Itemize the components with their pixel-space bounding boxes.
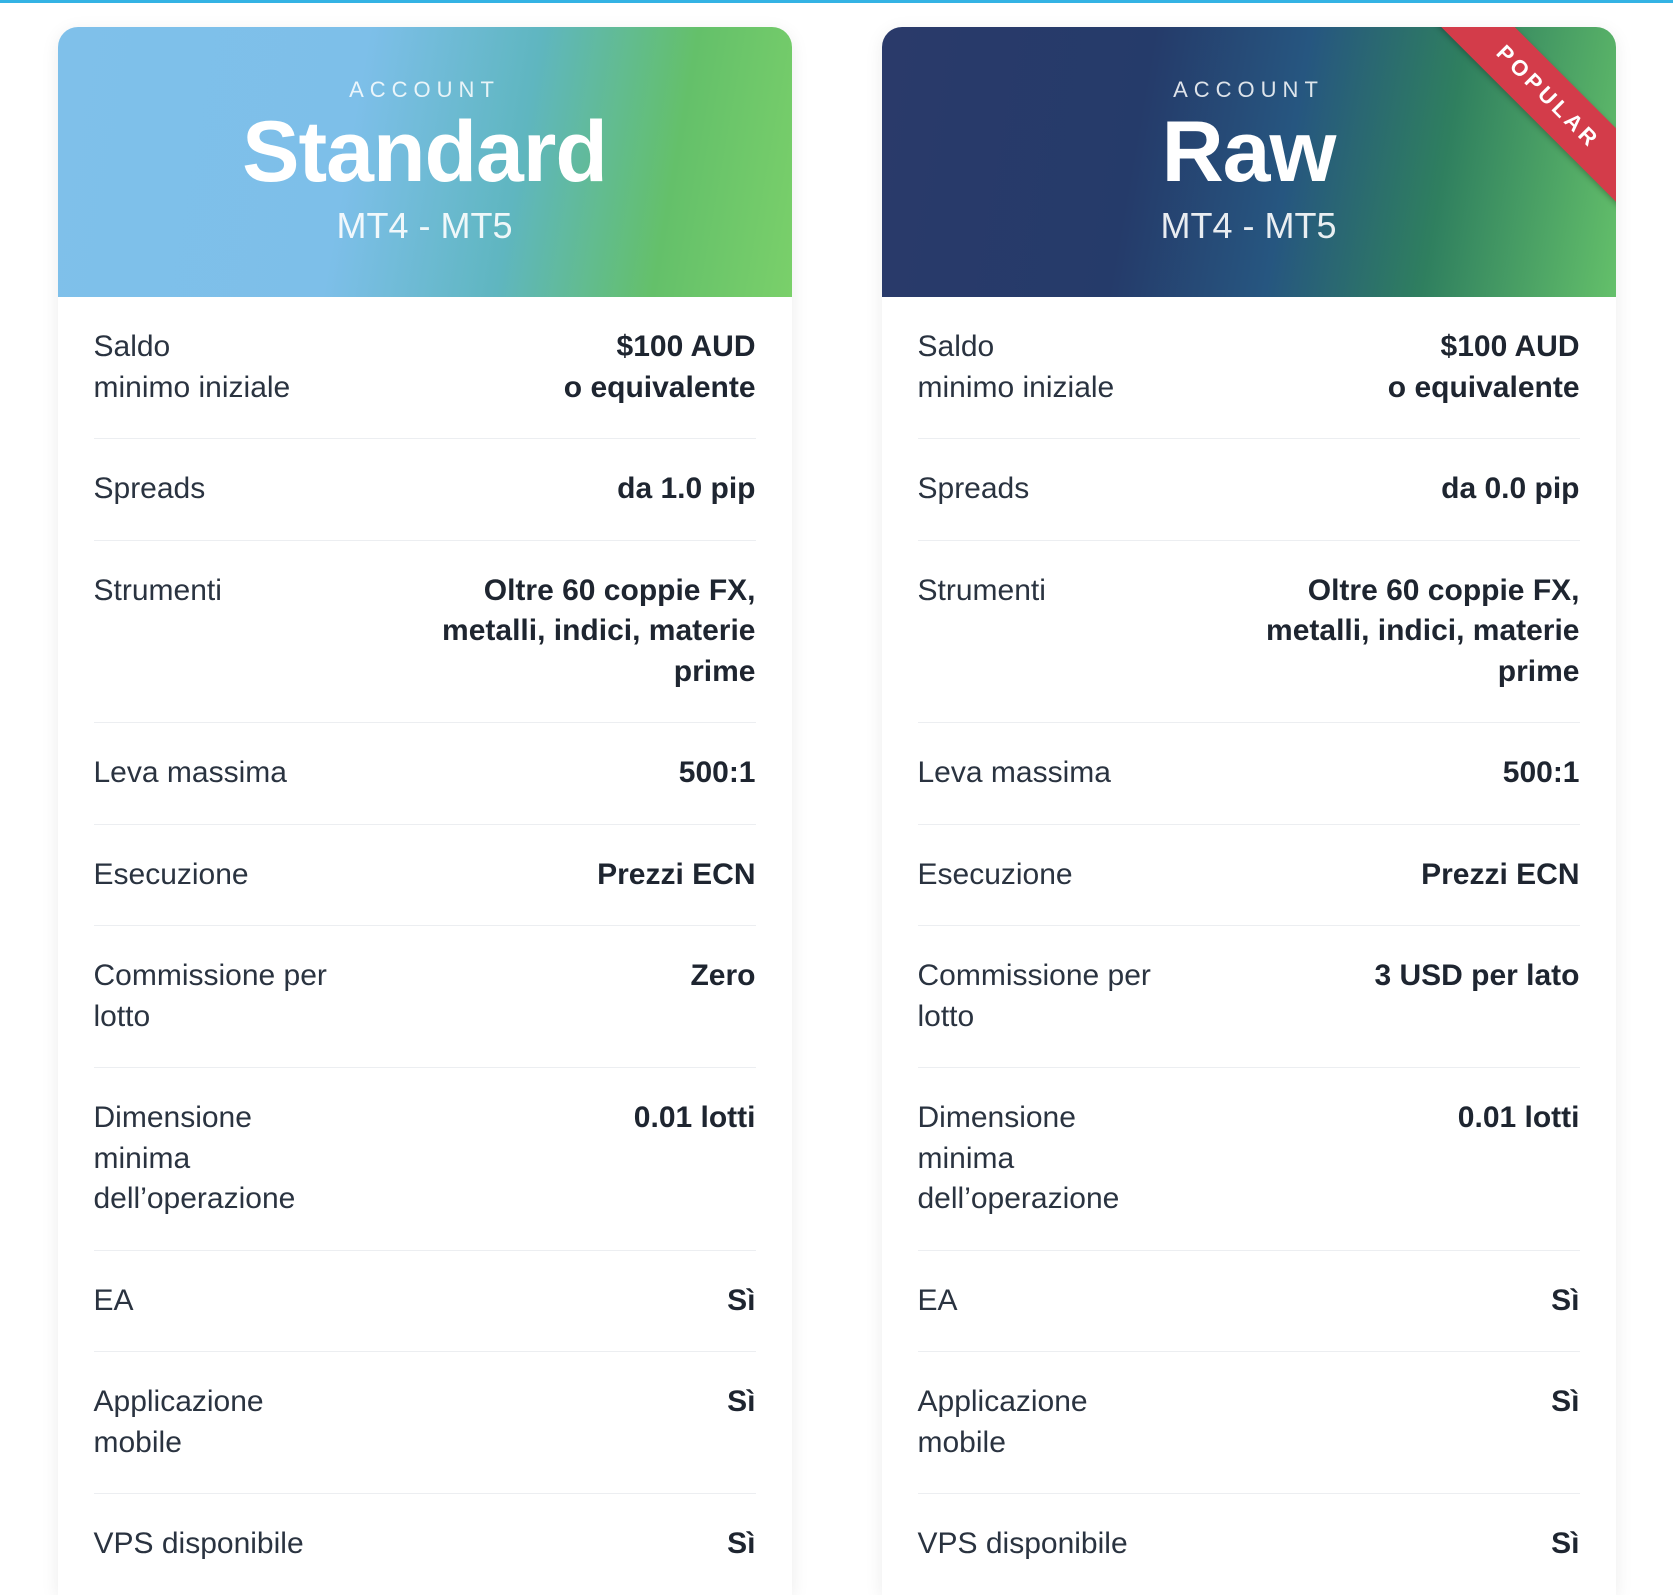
feature-row: Dimensione minima dell’operazione 0.01 l… [918,1068,1580,1251]
feature-row: EA Sì [94,1251,756,1353]
feature-value: Sì [376,1382,755,1423]
feature-value: 500:1 [376,753,755,794]
feature-row: EA Sì [918,1251,1580,1353]
feature-label: Saldominimo iniziale [94,327,347,408]
feature-label: Commissione per lotto [94,956,347,1037]
feature-value: 500:1 [1200,753,1579,794]
card-body: Saldominimo iniziale $100 AUDo equivalen… [58,297,792,1595]
feature-label: Esecuzione [94,855,347,896]
feature-label: Dimensione minima dell’operazione [94,1098,347,1220]
feature-value: 0.01 lotti [1200,1098,1579,1139]
feature-label: Esecuzione [918,855,1171,896]
header-title: Raw [1162,109,1336,195]
header-subtitle: MT4 - MT5 [1161,205,1337,247]
feature-label: Leva massima [918,753,1171,794]
feature-label: Strumenti [94,571,347,612]
feature-value: Sì [1200,1382,1579,1423]
feature-value: 3 USD per lato [1200,956,1579,997]
feature-row: Spreads da 0.0 pip [918,439,1580,541]
card-header: POPULAR ACCOUNT Raw MT4 - MT5 [882,27,1616,297]
feature-row: VPS disponibile Sì [918,1494,1580,1595]
card-body: Saldominimo iniziale $100 AUDo equivalen… [882,297,1616,1595]
feature-value: $100 AUDo equivalente [1200,327,1579,408]
feature-row: Esecuzione Prezzi ECN [94,825,756,927]
feature-value: da 1.0 pip [376,469,755,510]
feature-label: EA [94,1281,347,1322]
feature-row: Leva massima 500:1 [94,723,756,825]
feature-row: Commissione per lotto 3 USD per lato [918,926,1580,1068]
header-eyebrow: ACCOUNT [1173,77,1324,103]
feature-value: Oltre 60 coppie FX, metalli, indici, mat… [1200,571,1579,693]
feature-row: Saldominimo iniziale $100 AUDo equivalen… [918,297,1580,439]
feature-value: Sì [1200,1524,1579,1565]
pricing-card-standard: ACCOUNT Standard MT4 - MT5 Saldominimo i… [58,27,792,1595]
feature-row: Applicazione mobile Sì [918,1352,1580,1494]
feature-row: Strumenti Oltre 60 coppie FX, metalli, i… [94,541,756,724]
feature-row: Spreads da 1.0 pip [94,439,756,541]
card-header: ACCOUNT Standard MT4 - MT5 [58,27,792,297]
feature-label: Spreads [918,469,1171,510]
feature-value: Sì [1200,1281,1579,1322]
feature-value: Prezzi ECN [376,855,755,896]
feature-label: VPS disponibile [94,1524,347,1565]
header-eyebrow: ACCOUNT [349,77,500,103]
feature-label: Spreads [94,469,347,510]
feature-label: EA [918,1281,1171,1322]
feature-label: Strumenti [918,571,1171,612]
header-subtitle: MT4 - MT5 [337,205,513,247]
feature-row: Dimensione minima dell’operazione 0.01 l… [94,1068,756,1251]
feature-row: Saldominimo iniziale $100 AUDo equivalen… [94,297,756,439]
feature-row: Strumenti Oltre 60 coppie FX, metalli, i… [918,541,1580,724]
feature-value: 0.01 lotti [376,1098,755,1139]
feature-value: Oltre 60 coppie FX, metalli, indici, mat… [376,571,755,693]
feature-row: VPS disponibile Sì [94,1494,756,1595]
feature-value: Zero [376,956,755,997]
feature-label: Applicazione mobile [918,1382,1171,1463]
feature-row: Commissione per lotto Zero [94,926,756,1068]
feature-value: Sì [376,1524,755,1565]
feature-label: Applicazione mobile [94,1382,347,1463]
feature-value: da 0.0 pip [1200,469,1579,510]
feature-value: Prezzi ECN [1200,855,1579,896]
feature-row: Applicazione mobile Sì [94,1352,756,1494]
feature-label: Leva massima [94,753,347,794]
header-title: Standard [242,109,607,195]
feature-value: $100 AUDo equivalente [376,327,755,408]
feature-row: Leva massima 500:1 [918,723,1580,825]
feature-value: Sì [376,1281,755,1322]
feature-label: Dimensione minima dell’operazione [918,1098,1171,1220]
pricing-card-raw: POPULAR ACCOUNT Raw MT4 - MT5 Saldominim… [882,27,1616,1595]
feature-label: Commissione per lotto [918,956,1171,1037]
feature-label: VPS disponibile [918,1524,1171,1565]
popular-ribbon: POPULAR [1430,27,1615,214]
feature-row: Esecuzione Prezzi ECN [918,825,1580,927]
feature-label: Saldominimo iniziale [918,327,1171,408]
